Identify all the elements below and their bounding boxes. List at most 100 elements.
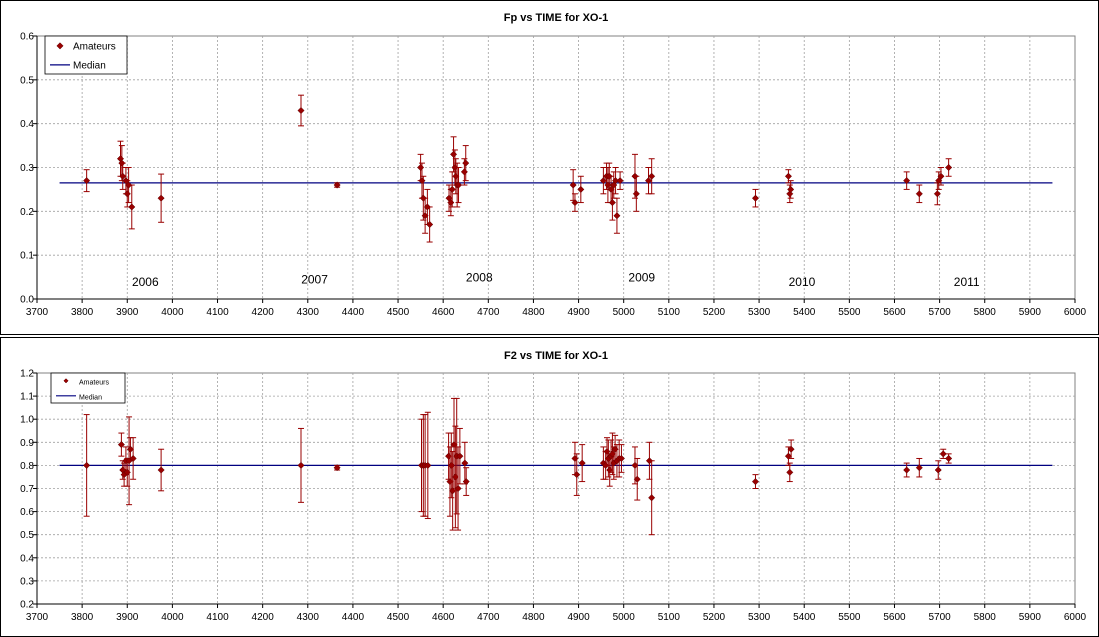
- data-point: [633, 475, 641, 483]
- y-tick-label: 0.1: [20, 251, 34, 262]
- data-point: [751, 478, 760, 486]
- data-point: [157, 466, 165, 474]
- data-point: [937, 172, 945, 180]
- y-tick-label: 0.4: [20, 119, 34, 130]
- y-tick-label: 0.6: [20, 32, 34, 43]
- y-tick-label: 0.5: [20, 530, 34, 541]
- y-tick-label: 0.9: [20, 438, 34, 449]
- x-tick-label: 5000: [613, 307, 636, 318]
- x-tick-label: 5900: [1019, 612, 1042, 623]
- y-tick-label: 1.2: [20, 369, 34, 380]
- year-label: 2007: [301, 273, 328, 287]
- x-tick-label: 3800: [71, 307, 94, 318]
- y-tick-label: 0.2: [20, 600, 34, 611]
- data-point: [617, 454, 625, 463]
- y-tick-label: 1.0: [20, 415, 34, 426]
- f2-vs-time-chart: F2 vs TIME for XO-1 3700 3800 3900 4000 4100 4…: [20, 350, 1087, 623]
- data-point: [915, 464, 923, 472]
- x-tick-label: 5400: [793, 307, 816, 318]
- data-point: [83, 177, 91, 185]
- x-tick-label: 4700: [477, 307, 500, 318]
- legend-label-median: Median: [79, 394, 102, 401]
- data-point: [915, 190, 923, 198]
- data-point: [83, 461, 91, 469]
- x-tick-label: 5400: [793, 612, 816, 623]
- data-point: [125, 181, 133, 189]
- x-tick-label: 5300: [748, 307, 771, 318]
- x-tick-label: 4100: [206, 612, 229, 623]
- x-tick-label: 4400: [342, 307, 365, 318]
- data-point: [454, 484, 462, 493]
- data-point: [945, 454, 953, 463]
- x-tick-label: 5100: [658, 307, 681, 318]
- data-point: [603, 447, 611, 456]
- data-series-amateurs: [83, 94, 953, 243]
- plot-area: [36, 35, 1076, 300]
- data-point: [452, 172, 460, 180]
- data-point: [454, 181, 463, 189]
- plot-area: [36, 372, 1076, 605]
- data-point: [648, 494, 656, 502]
- data-point: [939, 450, 947, 458]
- x-tick-label: 3700: [26, 612, 49, 623]
- data-point: [613, 212, 621, 220]
- data-point: [644, 177, 653, 185]
- x-tick-label: 6000: [1064, 612, 1087, 623]
- y-tick-label: 0.6: [20, 507, 34, 518]
- x-tick-label: 5800: [974, 612, 997, 623]
- x-tick-label: 4000: [161, 612, 184, 623]
- data-point: [787, 185, 795, 193]
- grid: [37, 36, 1075, 299]
- data-point: [903, 466, 911, 474]
- x-tick-label: 4500: [387, 612, 410, 623]
- y-tick-label: 0.3: [20, 163, 34, 174]
- grid: [37, 373, 1075, 604]
- year-label: 2011: [954, 275, 980, 289]
- data-point: [126, 445, 134, 453]
- x-tick-label: 4200: [252, 307, 275, 318]
- x-tick-label: 5200: [703, 307, 726, 318]
- legend-marker-amateurs: [56, 42, 64, 50]
- data-point: [571, 199, 579, 207]
- data-point: [456, 452, 464, 460]
- data-point: [462, 159, 470, 167]
- data-point: [784, 172, 792, 180]
- x-tick-label: 5700: [928, 307, 951, 318]
- data-point: [297, 106, 305, 115]
- x-tick-label: 5700: [928, 612, 951, 623]
- data-series-amateurs: [83, 397, 953, 536]
- data-point: [157, 194, 165, 202]
- x-tick-label: 4300: [297, 307, 320, 318]
- x-tick-label: 6000: [1064, 307, 1087, 318]
- y-tick-label: 0.4: [20, 553, 34, 564]
- legend-label-amateurs: Amateurs: [79, 379, 109, 386]
- x-tick-label: 5000: [613, 612, 636, 623]
- y-tick-label: 0.8: [20, 461, 34, 472]
- data-point: [607, 185, 615, 193]
- data-point: [648, 172, 656, 180]
- x-tick-label: 5900: [1019, 307, 1042, 318]
- chart-title: F2 vs TIME for XO-1: [504, 350, 608, 362]
- x-tick-label: 4300: [297, 612, 320, 623]
- x-tick-label: 3800: [71, 612, 94, 623]
- chart-panel-f2: F2 vs TIME for XO-1 3700 3800 3900 4000 4100 4…: [0, 337, 1099, 637]
- data-point: [608, 199, 616, 207]
- data-point: [933, 190, 941, 198]
- x-tick-label: 4800: [522, 307, 545, 318]
- data-point: [569, 181, 577, 189]
- data-point: [117, 441, 125, 449]
- data-point: [903, 177, 911, 185]
- chart-panel-fp: Fp vs TIME for XO-1 3700 3800 3900 4000 4100 4…: [0, 0, 1099, 335]
- x-tick-label: 4200: [252, 612, 275, 623]
- x-tick-label: 5500: [838, 307, 861, 318]
- x-tick-label: 4100: [206, 307, 229, 318]
- data-point: [461, 459, 469, 467]
- x-tick-label: 4600: [432, 307, 455, 318]
- y-tick-label: 1.1: [20, 392, 34, 403]
- x-tick-label: 4900: [567, 307, 590, 318]
- data-point: [119, 172, 127, 180]
- data-point: [333, 181, 341, 189]
- x-tick-label: 4800: [522, 612, 545, 623]
- data-point: [129, 454, 137, 463]
- year-label: 2008: [466, 270, 493, 284]
